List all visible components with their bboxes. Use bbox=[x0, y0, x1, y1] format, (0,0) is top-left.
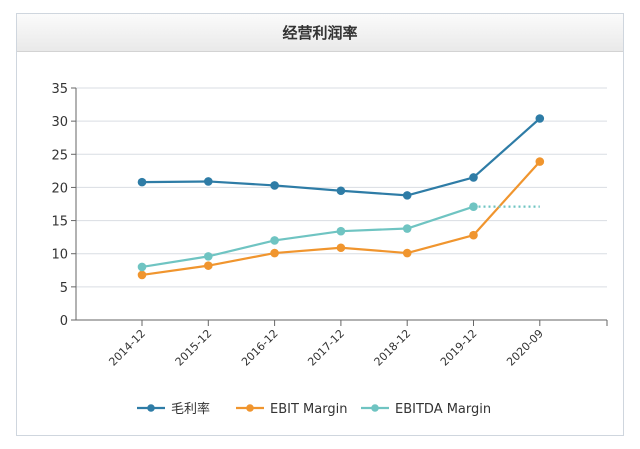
legend-item-1[interactable]: EBIT Margin bbox=[236, 402, 347, 417]
data-point bbox=[469, 202, 478, 211]
y-tick-label: 35 bbox=[51, 82, 68, 97]
data-point bbox=[336, 226, 346, 236]
data-point bbox=[137, 270, 147, 280]
legend-item-2[interactable]: EBITDA Margin bbox=[361, 402, 491, 417]
y-axis-ticks: 0 5 10 15 20 25 30 35 bbox=[51, 82, 76, 329]
data-point bbox=[336, 186, 346, 196]
x-tick-label: 2019-12 bbox=[438, 327, 480, 369]
chart-panel: 经营利润率 bbox=[16, 13, 624, 436]
legend-item-0[interactable]: 毛利率 bbox=[137, 401, 210, 417]
legend-marker bbox=[371, 404, 379, 412]
x-tick-label: 2014-12 bbox=[106, 327, 148, 369]
data-point bbox=[270, 181, 279, 190]
data-point bbox=[402, 248, 412, 258]
x-tick-label: 2015-12 bbox=[173, 327, 215, 369]
data-point bbox=[402, 224, 412, 233]
y-tick-label: 0 bbox=[60, 314, 68, 329]
data-point bbox=[204, 177, 213, 186]
series-1 bbox=[137, 157, 545, 280]
x-tick-label: 2017-12 bbox=[305, 327, 347, 369]
x-axis-ticks: 2014-12 2015-12 2016-12 2017-12 2018-12 2019-… bbox=[106, 320, 608, 369]
legend-label: EBITDA Margin bbox=[395, 402, 491, 417]
chart-title: 经营利润率 bbox=[282, 24, 358, 42]
data-point bbox=[535, 114, 545, 123]
series-line bbox=[141, 117, 541, 197]
legend-label: 毛利率 bbox=[171, 401, 210, 417]
legend-marker bbox=[147, 404, 155, 412]
data-point bbox=[469, 230, 478, 240]
data-point bbox=[204, 261, 213, 270]
y-tick-label: 25 bbox=[51, 148, 68, 163]
x-tick-label: 2018-12 bbox=[372, 327, 414, 369]
x-tick-label: 2020-09 bbox=[504, 327, 546, 369]
data-point bbox=[137, 177, 147, 187]
legend-marker bbox=[246, 404, 254, 412]
data-point bbox=[402, 191, 412, 200]
data-point bbox=[137, 262, 147, 272]
y-tick-label: 10 bbox=[51, 248, 68, 263]
data-point bbox=[336, 243, 346, 253]
data-point bbox=[270, 236, 279, 245]
y-tick-label: 30 bbox=[51, 115, 68, 130]
series-0 bbox=[137, 114, 545, 200]
y-tick-label: 5 bbox=[60, 281, 68, 296]
data-point bbox=[469, 173, 478, 182]
y-tick-label: 15 bbox=[51, 215, 68, 230]
data-point bbox=[270, 248, 279, 258]
data-point bbox=[535, 157, 545, 166]
series-line bbox=[141, 205, 474, 269]
x-tick-label: 2016-12 bbox=[239, 327, 281, 369]
chart-header: 经营利润率 bbox=[17, 14, 623, 52]
axes bbox=[75, 88, 607, 321]
legend-label: EBIT Margin bbox=[270, 402, 347, 417]
y-tick-label: 20 bbox=[51, 181, 68, 196]
legend[interactable]: 毛利率 EBIT Margin EBITDA Margin bbox=[137, 401, 491, 417]
series-group bbox=[137, 114, 545, 280]
series-2 bbox=[137, 202, 540, 272]
data-point bbox=[204, 252, 213, 261]
